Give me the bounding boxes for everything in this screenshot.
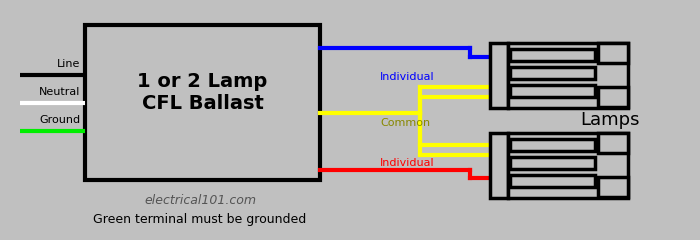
Bar xyxy=(510,175,595,187)
Bar xyxy=(598,133,628,153)
Bar xyxy=(85,25,320,180)
Text: Green terminal must be grounded: Green terminal must be grounded xyxy=(93,214,307,227)
Text: Lamps: Lamps xyxy=(580,111,640,129)
Bar xyxy=(510,157,595,169)
Bar xyxy=(598,177,628,197)
Bar xyxy=(510,139,595,151)
Bar xyxy=(598,87,628,107)
Bar xyxy=(510,85,595,97)
Text: Individual: Individual xyxy=(380,72,435,82)
Text: Line: Line xyxy=(57,59,80,69)
Bar xyxy=(598,43,628,63)
Text: 1 or 2 Lamp
CFL Ballast: 1 or 2 Lamp CFL Ballast xyxy=(137,72,267,113)
Bar xyxy=(490,133,508,198)
Text: Ground: Ground xyxy=(39,115,80,125)
Text: Common: Common xyxy=(380,118,430,128)
Text: electrical101.com: electrical101.com xyxy=(144,193,256,206)
Bar xyxy=(510,49,595,61)
Text: Individual: Individual xyxy=(380,158,435,168)
Bar xyxy=(508,43,628,108)
Bar xyxy=(490,43,508,108)
Bar xyxy=(508,133,628,198)
Bar xyxy=(510,67,595,79)
Text: Neutral: Neutral xyxy=(38,87,80,97)
